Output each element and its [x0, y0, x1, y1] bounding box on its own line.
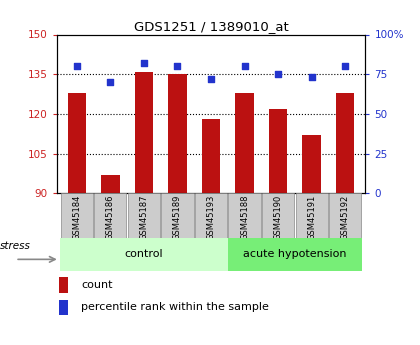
Point — [107, 79, 114, 85]
Bar — [329, 193, 361, 238]
Bar — [59, 277, 68, 293]
Point — [308, 75, 315, 80]
Title: GDS1251 / 1389010_at: GDS1251 / 1389010_at — [134, 20, 289, 33]
Text: control: control — [125, 249, 163, 259]
Point — [241, 63, 248, 69]
Bar — [228, 193, 261, 238]
Point — [275, 71, 281, 77]
Text: GSM45188: GSM45188 — [240, 195, 249, 240]
Text: GSM45187: GSM45187 — [139, 195, 148, 240]
Text: GSM45186: GSM45186 — [106, 195, 115, 240]
Bar — [161, 193, 194, 238]
Text: percentile rank within the sample: percentile rank within the sample — [81, 302, 269, 312]
Bar — [262, 193, 294, 238]
Bar — [68, 93, 86, 193]
Bar — [135, 71, 153, 193]
Bar — [202, 119, 220, 193]
Bar — [94, 193, 126, 238]
Point — [174, 63, 181, 69]
Point — [74, 63, 80, 69]
Bar — [235, 93, 254, 193]
Text: GSM45190: GSM45190 — [274, 195, 283, 240]
Point — [208, 76, 215, 82]
Text: GSM45193: GSM45193 — [207, 195, 215, 240]
Bar — [101, 175, 120, 193]
Bar — [195, 193, 227, 238]
Text: GSM45191: GSM45191 — [307, 195, 316, 240]
Point — [141, 60, 147, 66]
Text: GSM45189: GSM45189 — [173, 195, 182, 240]
Point — [342, 63, 349, 69]
Text: acute hypotension: acute hypotension — [243, 249, 346, 259]
Bar — [296, 193, 328, 238]
Bar — [168, 74, 187, 193]
Bar — [228, 238, 362, 271]
Bar — [269, 109, 287, 193]
Bar — [302, 135, 321, 193]
Bar — [128, 193, 160, 238]
Bar — [336, 93, 354, 193]
Text: GSM45184: GSM45184 — [72, 195, 81, 240]
Bar — [59, 299, 68, 315]
Bar — [60, 238, 228, 271]
Text: GSM45192: GSM45192 — [341, 195, 350, 240]
Text: stress: stress — [0, 241, 31, 251]
Bar — [61, 193, 93, 238]
Text: count: count — [81, 280, 113, 290]
